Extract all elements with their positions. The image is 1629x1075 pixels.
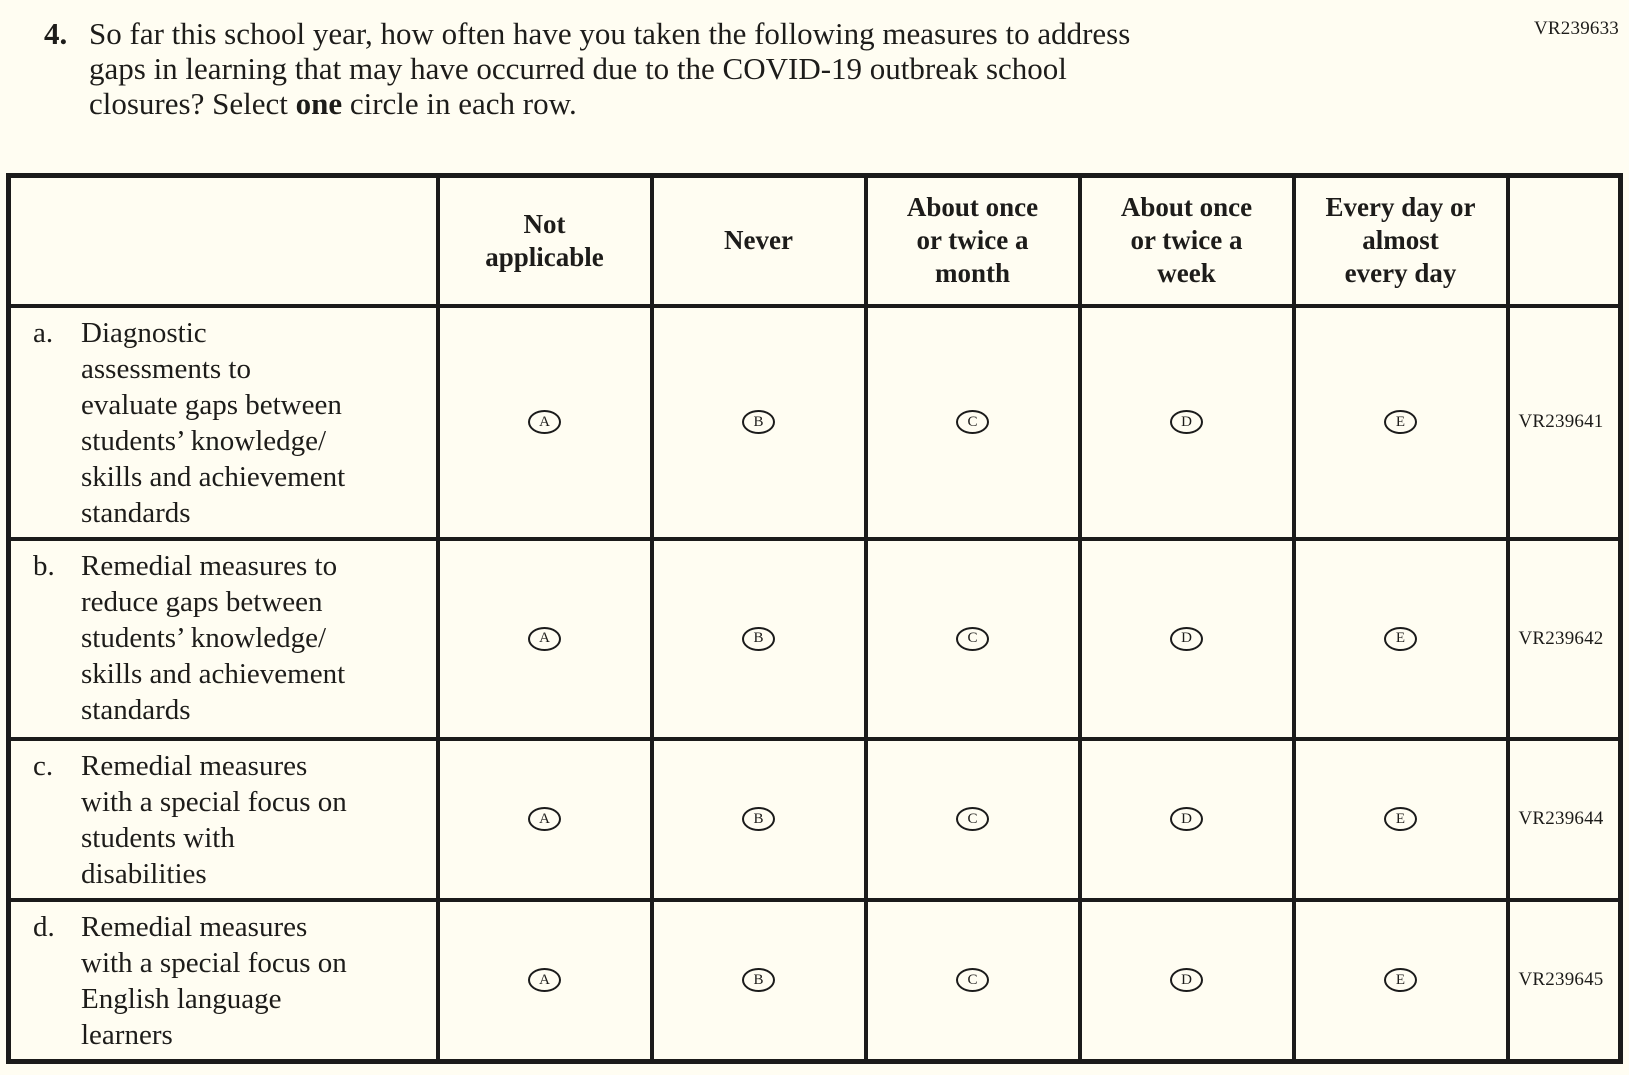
row-b-bubble-e[interactable]: E bbox=[1384, 626, 1417, 651]
header-code-cell bbox=[1505, 173, 1623, 308]
page-form-code: VR239633 bbox=[1534, 18, 1619, 39]
row-a-option-cell-never: B bbox=[649, 303, 868, 541]
table-row-a: a. Diagnostic assessments to evaluate ga… bbox=[6, 303, 1623, 541]
question-text: So far this school year, how often have … bbox=[89, 16, 1130, 121]
row-c-option-cell-month: C bbox=[863, 736, 1082, 902]
row-d-text: Remedial measures with a special focus o… bbox=[81, 910, 347, 1051]
row-c-bubble-b[interactable]: B bbox=[742, 807, 775, 831]
header-not-applicable: Not applicable bbox=[435, 173, 654, 308]
table-row-b: b. Remedial measures to reduce gaps betw… bbox=[6, 536, 1623, 741]
row-d-bubble-a[interactable]: A bbox=[528, 968, 561, 992]
row-b-option-cell-never: B bbox=[649, 536, 868, 741]
row-a-bubble-a[interactable]: A bbox=[528, 410, 561, 434]
row-b-letter: b. bbox=[33, 549, 55, 582]
row-c-letter: c. bbox=[33, 749, 54, 782]
row-b-bubble-a[interactable]: A bbox=[528, 626, 561, 651]
question-bold-word: one bbox=[295, 86, 343, 121]
row-c-text: Remedial measures with a special focus o… bbox=[81, 749, 347, 890]
row-c-option-cell-week: D bbox=[1077, 736, 1296, 902]
row-d-bubble-c[interactable]: C bbox=[956, 968, 989, 992]
row-c-option-cell-never: B bbox=[649, 736, 868, 902]
question-block: 4. So far this school year, how often ha… bbox=[44, 16, 1629, 121]
row-a-text: Diagnostic assessments to evaluate gaps … bbox=[81, 316, 346, 529]
row-c-option-cell-every-day: E bbox=[1291, 736, 1510, 902]
row-d-option-cell-every-day: E bbox=[1291, 897, 1510, 1063]
row-a-bubble-e[interactable]: E bbox=[1384, 410, 1417, 434]
row-a-bubble-d[interactable]: D bbox=[1170, 410, 1203, 434]
header-every-day: Every day or almost every day bbox=[1291, 173, 1510, 308]
question-line-3-post: circle in each row. bbox=[342, 86, 577, 121]
header-row: Not applicable Never About once or twice… bbox=[6, 173, 1623, 308]
row-d-label-cell: d. Remedial measures with a special focu… bbox=[6, 897, 440, 1063]
row-b-option-cell-not-applicable: A bbox=[435, 536, 654, 741]
row-a-option-cell-not-applicable: A bbox=[435, 303, 654, 541]
row-c-bubble-d[interactable]: D bbox=[1170, 807, 1203, 831]
row-d-option-cell-not-applicable: A bbox=[435, 897, 654, 1063]
row-b-label-cell: b. Remedial measures to reduce gaps betw… bbox=[6, 536, 440, 741]
row-c-bubble-a[interactable]: A bbox=[528, 807, 561, 831]
row-d-option-cell-week: D bbox=[1077, 897, 1296, 1063]
row-d-letter: d. bbox=[33, 910, 55, 943]
row-d-option-cell-month: C bbox=[863, 897, 1082, 1063]
table-row-d: d. Remedial measures with a special focu… bbox=[6, 897, 1623, 1063]
row-b-bubble-b[interactable]: B bbox=[742, 626, 775, 651]
row-d-option-cell-never: B bbox=[649, 897, 868, 1063]
header-stub-cell bbox=[6, 173, 440, 308]
row-b-bubble-d[interactable]: D bbox=[1170, 626, 1203, 651]
row-b-option-cell-week: D bbox=[1077, 536, 1296, 741]
question-line-1: So far this school year, how often have … bbox=[89, 16, 1131, 51]
row-d-bubble-b[interactable]: B bbox=[742, 968, 775, 992]
row-b-text: Remedial measures to reduce gaps between… bbox=[81, 549, 346, 726]
row-a-bubble-c[interactable]: C bbox=[956, 410, 989, 434]
row-c-code: VR239644 bbox=[1505, 736, 1623, 902]
row-c-bubble-e[interactable]: E bbox=[1384, 807, 1417, 831]
row-a-label-cell: a. Diagnostic assessments to evaluate ga… bbox=[6, 303, 440, 541]
row-a-bubble-b[interactable]: B bbox=[742, 410, 775, 434]
header-once-twice-week: About once or twice a week bbox=[1077, 173, 1296, 308]
row-d-bubble-e[interactable]: E bbox=[1384, 968, 1417, 992]
header-once-twice-month: About once or twice a month bbox=[863, 173, 1082, 308]
row-c-bubble-c[interactable]: C bbox=[956, 807, 989, 831]
row-a-option-cell-every-day: E bbox=[1291, 303, 1510, 541]
row-b-bubble-c[interactable]: C bbox=[956, 626, 989, 651]
row-c-option-cell-not-applicable: A bbox=[435, 736, 654, 902]
row-a-letter: a. bbox=[33, 316, 54, 349]
header-never: Never bbox=[649, 173, 868, 308]
row-d-bubble-d[interactable]: D bbox=[1170, 968, 1203, 992]
question-line-2: gaps in learning that may have occurred … bbox=[89, 51, 1067, 86]
row-a-option-cell-month: C bbox=[863, 303, 1082, 541]
row-c-label-cell: c. Remedial measures with a special focu… bbox=[6, 736, 440, 902]
row-d-code: VR239645 bbox=[1505, 897, 1623, 1063]
question-line-3-pre: closures? Select bbox=[89, 86, 296, 121]
question-number: 4. bbox=[44, 16, 68, 51]
response-grid-table: Not applicable Never About once or twice… bbox=[6, 173, 1623, 1064]
row-a-code: VR239641 bbox=[1505, 303, 1623, 541]
row-b-option-cell-every-day: E bbox=[1291, 536, 1510, 741]
row-b-option-cell-month: C bbox=[863, 536, 1082, 741]
row-b-code: VR239642 bbox=[1505, 536, 1623, 741]
table-row-c: c. Remedial measures with a special focu… bbox=[6, 736, 1623, 902]
row-a-option-cell-week: D bbox=[1077, 303, 1296, 541]
question-line-3: closures? Select one circle in each row. bbox=[89, 86, 1130, 121]
